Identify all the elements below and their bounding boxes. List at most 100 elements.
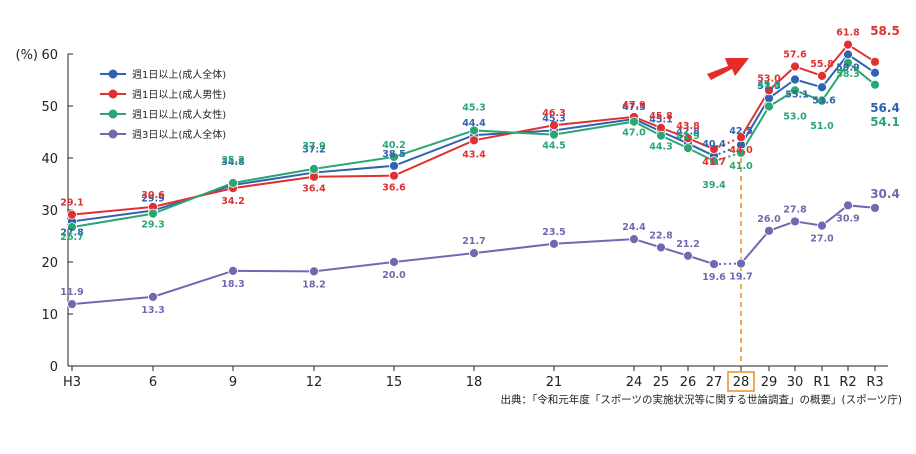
data-label: 35.2 (221, 155, 244, 166)
data-point (389, 170, 399, 181)
x-tick-label: 24 (626, 375, 643, 390)
data-label: 22.8 (649, 230, 673, 241)
x-tick-label: R2 (839, 375, 856, 390)
data-point (67, 299, 77, 310)
data-point (870, 203, 880, 213)
data-point (709, 144, 719, 155)
data-point (228, 265, 238, 276)
data-label: 34.8 (221, 157, 245, 168)
data-label: 45.1 (649, 114, 672, 125)
y-tick-label: 30 (41, 204, 58, 219)
data-label: 36.4 (302, 184, 326, 195)
data-label: 56.4 (870, 101, 900, 115)
data-label: 58.3 (836, 69, 859, 80)
x-tick-label: 9 (229, 375, 237, 390)
data-label: 21.2 (676, 239, 699, 250)
data-label: 58.5 (870, 24, 900, 38)
data-label: 44.0 (729, 145, 753, 156)
data-point (469, 135, 479, 146)
data-label: 30.6 (141, 190, 165, 201)
data-point (656, 130, 666, 141)
data-point (790, 61, 800, 72)
data-label: 29.3 (141, 220, 164, 231)
data-point (683, 250, 693, 261)
data-point (629, 116, 639, 127)
data-label: 26.0 (757, 214, 781, 225)
data-point (389, 160, 399, 171)
data-label: 61.8 (836, 28, 860, 39)
data-label: 13.3 (141, 305, 164, 316)
data-point (709, 156, 719, 167)
data-label: 30.4 (870, 187, 900, 201)
data-point (469, 248, 479, 259)
data-label: 40.2 (382, 140, 405, 151)
data-label: 53.0 (783, 111, 807, 122)
data-label: 59.9 (836, 63, 859, 74)
x-tick-label: 15 (386, 375, 403, 390)
data-label: 44.4 (462, 118, 486, 129)
data-label: 45.3 (542, 113, 565, 124)
x-tick-label: 21 (546, 375, 563, 390)
data-point (309, 266, 319, 277)
data-label: 27.0 (810, 234, 834, 245)
data-label: 51.0 (810, 121, 834, 132)
x-tick-label: H3 (63, 375, 81, 390)
x-tick-label: 6 (149, 375, 157, 390)
x-tick-label: 30 (787, 375, 804, 390)
legend-swatch-marker (108, 109, 118, 119)
data-point (683, 133, 693, 144)
data-point (817, 82, 827, 93)
y-axis-unit: (%) (16, 48, 39, 63)
trend-arrow (707, 58, 749, 80)
series-line (740, 61, 876, 154)
data-label: 46.3 (542, 108, 565, 119)
data-label: 55.8 (810, 59, 834, 70)
data-label: 42.8 (676, 126, 700, 137)
data-label: 41.9 (676, 131, 699, 142)
data-label: 54.1 (870, 115, 900, 129)
data-label: 19.7 (729, 272, 752, 283)
data-label: 38.5 (382, 149, 405, 160)
data-point (67, 222, 77, 233)
data-label: 24.4 (622, 222, 646, 233)
x-tick-label: 29 (761, 375, 778, 390)
legend-label: 週1日以上(成人男性) (132, 88, 226, 101)
data-point (817, 95, 827, 106)
data-label: 20.0 (382, 270, 406, 281)
data-point (870, 56, 880, 67)
x-tick-label: 27 (706, 375, 723, 390)
data-label: 27.8 (60, 227, 84, 238)
data-point (764, 225, 774, 236)
data-point (67, 209, 77, 220)
legend-swatch-marker (108, 129, 118, 139)
data-label: 47.0 (622, 128, 646, 139)
data-label: 49.9 (757, 80, 780, 91)
data-point (549, 238, 559, 249)
x-tick-label: 12 (306, 375, 323, 390)
data-point (389, 257, 399, 267)
data-label: 21.7 (462, 236, 485, 247)
data-label: 26.7 (60, 232, 83, 243)
data-point (709, 259, 719, 269)
data-point (764, 85, 774, 96)
data-point (148, 291, 158, 302)
data-label: 47.9 (622, 100, 645, 111)
legend-swatch-marker (108, 69, 118, 79)
data-point (656, 242, 666, 253)
x-tick-label: R3 (866, 375, 883, 390)
data-point (790, 74, 800, 85)
y-tick-label: 0 (50, 360, 58, 375)
data-label: 36.6 (382, 183, 406, 194)
data-point (817, 70, 827, 81)
data-point (736, 132, 746, 143)
data-point (764, 101, 774, 112)
data-label: 37.9 (302, 141, 325, 152)
y-tick-label: 10 (41, 308, 58, 323)
data-label: 29.1 (60, 198, 83, 209)
data-label: 18.3 (221, 279, 244, 290)
data-label: 45.8 (649, 111, 673, 122)
x-tick-label: 26 (680, 375, 697, 390)
data-point (736, 147, 746, 158)
